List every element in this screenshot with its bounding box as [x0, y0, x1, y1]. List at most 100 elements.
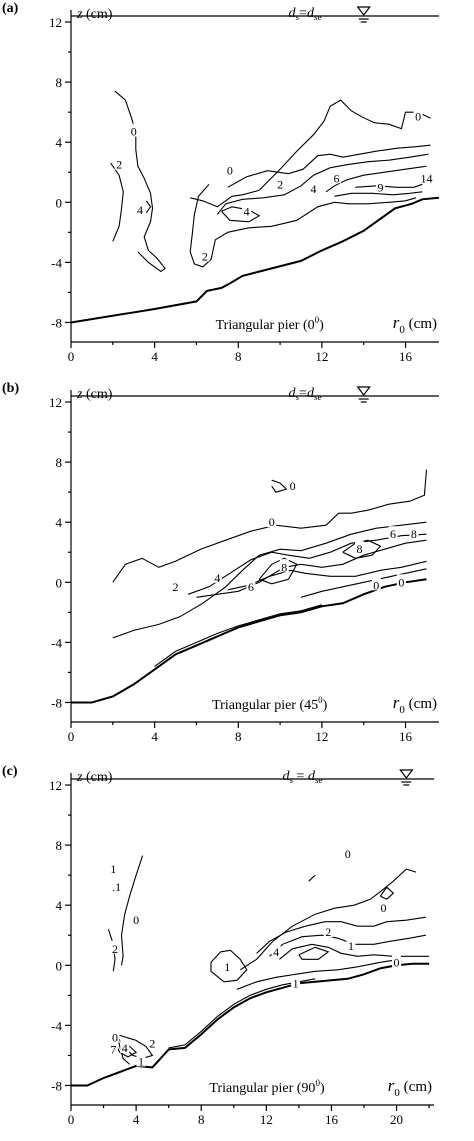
contour-value-label: 0	[112, 1030, 118, 1044]
scour-bed-edge-line	[154, 604, 323, 667]
x-tick-label: 12	[315, 349, 328, 364]
water-depth-symbol: d	[307, 6, 315, 21]
contour-label-bg	[371, 577, 381, 591]
contour-label-bg	[110, 940, 120, 954]
contour-line	[196, 539, 427, 598]
panel-caption: Triangular pier (00)	[216, 315, 325, 333]
y-tick-label: 4	[56, 515, 63, 530]
caption-end: )	[319, 318, 324, 333]
water-depth-subscript: se	[315, 775, 323, 785]
contour-line	[298, 946, 330, 960]
x-tick-label: 20	[390, 1112, 403, 1127]
caption-degree: 0	[315, 1078, 320, 1088]
y-axis-label: z (cm)	[76, 387, 113, 402]
contour-value-label: 4	[137, 203, 143, 217]
water-level-triangle-icon	[356, 6, 371, 17]
contour-label-bg	[212, 569, 222, 583]
contour-label-bg	[279, 559, 289, 573]
x-axis-symbol: r	[388, 1076, 395, 1095]
contour-label-bg	[135, 201, 145, 215]
contour-value-label: 9	[377, 180, 383, 194]
water-level-triangle-icon	[399, 769, 414, 780]
water-depth-equals: =	[299, 6, 307, 21]
contour-line	[379, 886, 395, 900]
contour-label-bg	[200, 248, 210, 262]
x-axis-symbol: r	[393, 313, 400, 332]
x-tick-label: 16	[399, 349, 413, 364]
x-axis-subscript: 0	[399, 324, 405, 336]
contour-value-label: 0	[345, 847, 351, 861]
contour-value-label: 7	[110, 1042, 116, 1056]
y-tick-label: -8	[51, 315, 62, 330]
x-tick-label: 8	[235, 729, 242, 744]
contour-value-label: 0	[398, 575, 404, 589]
contour-line	[112, 469, 428, 583]
contour-label-bg	[271, 943, 281, 957]
contour-label-bg	[375, 179, 385, 193]
contour-value-label: 1	[293, 976, 299, 990]
contour-label-bg	[108, 879, 125, 893]
contour-value-label: 8	[357, 542, 363, 556]
x-tick-label: 12	[315, 729, 328, 744]
water-depth-symbol: d	[283, 769, 291, 784]
contour-label-bg	[388, 526, 398, 540]
contour-label-bg	[291, 975, 301, 989]
contour-value-label: 2	[325, 925, 331, 939]
contour-label-bg	[108, 861, 118, 875]
contour-label-bg	[246, 578, 256, 592]
contour-line	[308, 874, 316, 882]
y-axis-symbol: z	[76, 387, 83, 402]
contour-value-label: 0	[373, 578, 379, 592]
y-axis-unit: (cm)	[82, 770, 112, 785]
panel-label: (a)	[2, 1, 19, 16]
x-axis-subscript: 0	[394, 1087, 400, 1099]
contour-value-label: 0	[131, 125, 137, 139]
x-tick-label: 4	[151, 349, 158, 364]
contour-value-label: 2	[112, 942, 118, 956]
contour-value-label: .1	[112, 880, 121, 894]
contour-value-label: 0	[227, 164, 233, 178]
x-axis-subscript: 0	[399, 704, 405, 716]
contour-label-bg	[129, 123, 139, 137]
y-tick-label: -8	[51, 1078, 62, 1093]
water-depth-subscript: s	[290, 775, 294, 785]
contour-line	[221, 206, 261, 223]
x-tick-label: 0	[68, 729, 75, 744]
contour-value-label: 4	[273, 945, 279, 959]
y-tick-label: -4	[51, 635, 62, 650]
contour-label-bg	[392, 954, 402, 968]
contour-label-bg	[418, 170, 435, 184]
x-tick-label: 12	[260, 1112, 273, 1127]
contour-value-label: 1	[110, 862, 116, 876]
contour-value-label: 8	[281, 560, 287, 574]
y-tick-label: 8	[56, 838, 63, 853]
y-axis-label: z (cm)	[76, 770, 113, 785]
water-depth-symbol: d	[289, 6, 297, 21]
contour-label-bg	[396, 574, 406, 588]
contour-label-bg	[413, 108, 423, 122]
x-tick-label: 16	[399, 729, 413, 744]
y-axis-label: z (cm)	[76, 7, 113, 22]
contour-label-bg	[346, 937, 356, 951]
scour-bed-edge-line	[168, 978, 316, 1049]
panel-caption: Triangular pier (900)	[209, 1078, 325, 1096]
contour-value-label: 6	[334, 171, 340, 185]
y-tick-label: 8	[56, 455, 63, 470]
contour-label-bg	[309, 180, 319, 194]
contour-label-bg	[114, 156, 124, 170]
contour-value-label: 4	[214, 571, 220, 585]
caption-degree: 0	[315, 315, 320, 325]
contour-line	[258, 557, 298, 585]
x-tick-label: 0	[68, 1112, 75, 1127]
contour-label-bg	[136, 1053, 146, 1067]
contour-value-label: 4	[311, 182, 317, 196]
scour-bed-profile	[71, 962, 430, 1087]
contour-value-label: 0	[269, 515, 275, 529]
contour-value-label: 1	[138, 1054, 144, 1068]
contour-line	[110, 162, 124, 242]
contour-value-label: 2	[277, 177, 283, 191]
contour-value-label: 0	[415, 110, 421, 124]
